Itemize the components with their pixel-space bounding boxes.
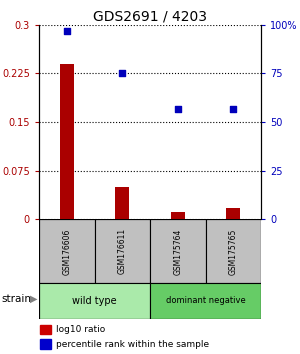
- Point: [64, 28, 69, 34]
- Text: log10 ratio: log10 ratio: [56, 325, 105, 334]
- Bar: [171, 212, 185, 219]
- Text: GSM176611: GSM176611: [118, 228, 127, 274]
- Text: dominant negative: dominant negative: [166, 296, 245, 306]
- Bar: [40, 339, 51, 349]
- Text: strain: strain: [2, 294, 31, 304]
- Text: GSM176606: GSM176606: [62, 228, 71, 275]
- Text: percentile rank within the sample: percentile rank within the sample: [56, 340, 209, 349]
- Point: [176, 105, 180, 111]
- Text: ▶: ▶: [30, 294, 38, 304]
- Bar: [39, 219, 94, 283]
- Text: wild type: wild type: [72, 296, 117, 306]
- Bar: [94, 219, 150, 283]
- Text: GSM175764: GSM175764: [173, 228, 182, 275]
- Bar: [206, 219, 261, 283]
- Bar: [115, 187, 129, 219]
- Bar: [226, 208, 240, 219]
- Point: [120, 71, 125, 76]
- Point: [231, 105, 236, 111]
- Text: GSM175765: GSM175765: [229, 228, 238, 275]
- Bar: [60, 64, 74, 219]
- Bar: [150, 283, 261, 319]
- Bar: [40, 325, 51, 334]
- Bar: [39, 283, 150, 319]
- Bar: [150, 219, 206, 283]
- Title: GDS2691 / 4203: GDS2691 / 4203: [93, 10, 207, 24]
